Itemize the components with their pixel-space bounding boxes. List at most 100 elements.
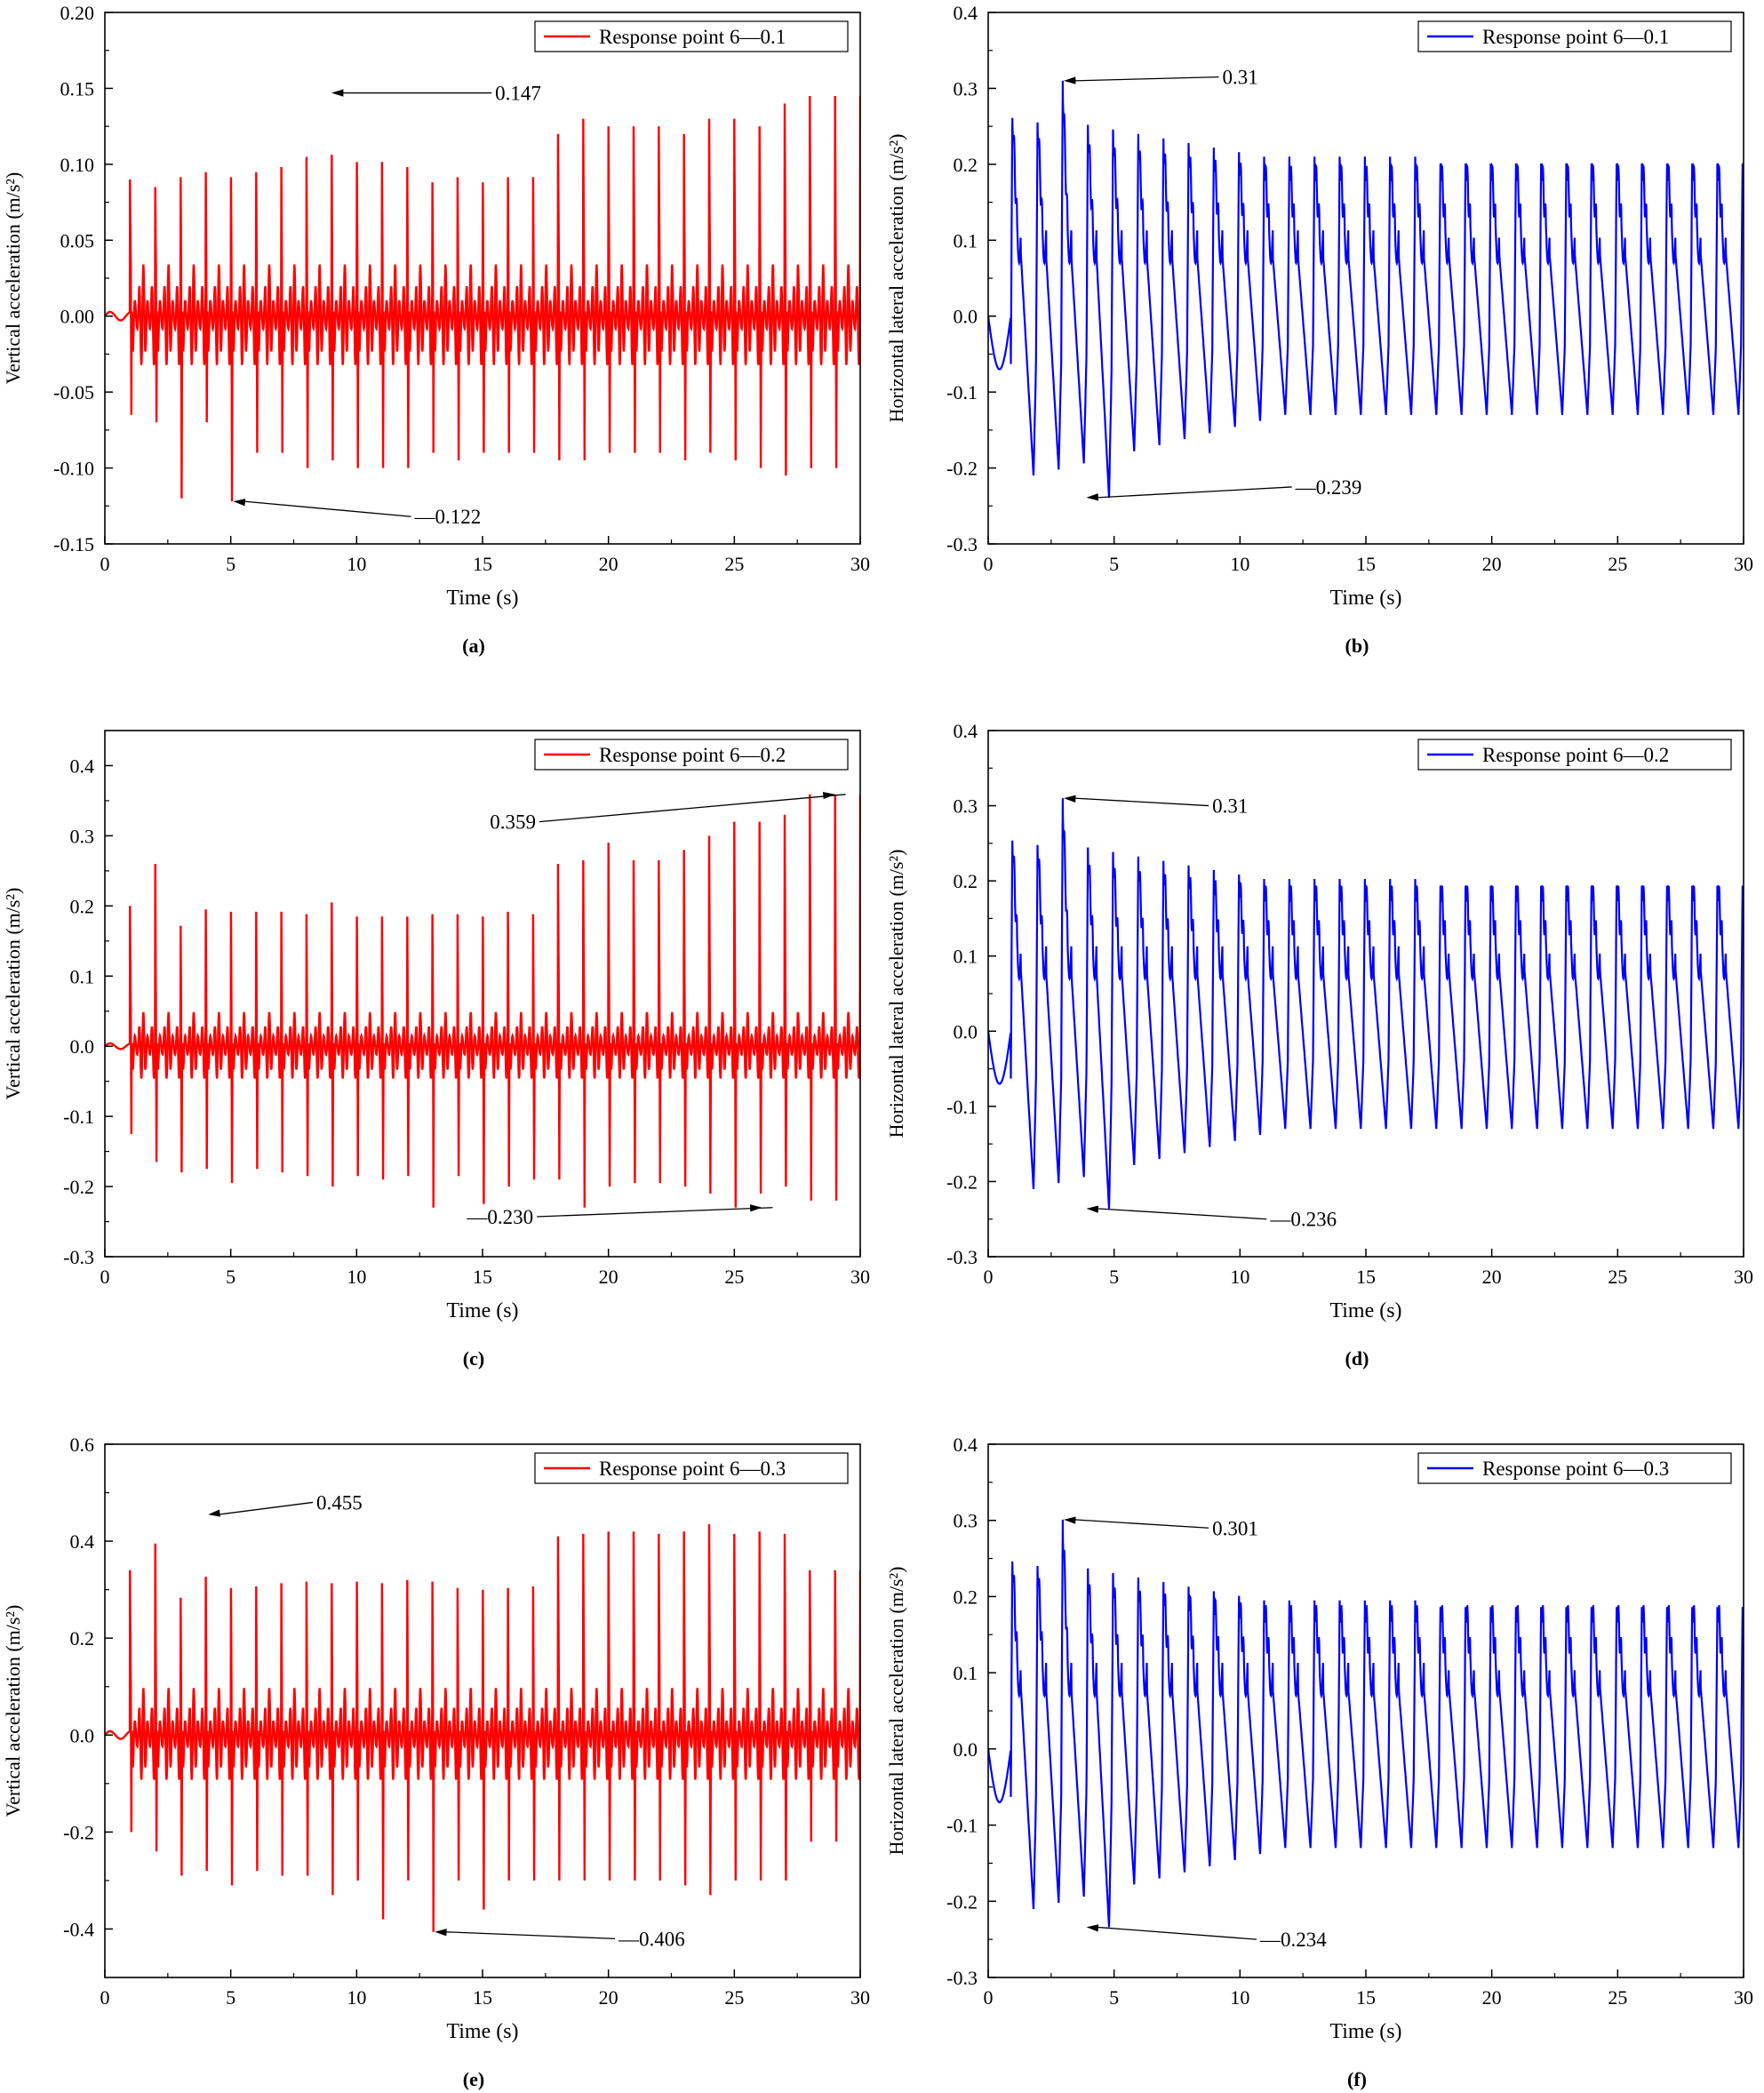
y-tick-label: 0.3 [70, 825, 95, 847]
arrow-head [435, 1929, 447, 1937]
x-tick-label: 30 [1734, 1266, 1753, 1288]
y-tick-label: 0.3 [954, 795, 978, 818]
x-tick-label: 10 [1230, 553, 1249, 575]
y-tick-label: -0.2 [63, 1821, 94, 1843]
arrow-head [1086, 1205, 1099, 1213]
y-tick-label: -0.15 [53, 533, 94, 555]
x-tick-label: 10 [1230, 1266, 1249, 1288]
x-tick-label: 10 [1230, 1986, 1249, 2009]
x-tick-label: 15 [1356, 553, 1376, 575]
x-tick-label: 20 [599, 1266, 619, 1288]
y-tick-label: -0.1 [946, 1815, 978, 1837]
y-axis-label: Vertical acceleration (m/s²) [2, 888, 24, 1100]
y-tick-label: 0.3 [954, 1510, 978, 1532]
annotation-arrow [539, 794, 846, 823]
panel-label: (b) [1345, 635, 1369, 657]
x-tick-label: 20 [1482, 1986, 1502, 2009]
y-tick-label: 0.2 [954, 870, 978, 892]
arrow-head [331, 89, 344, 97]
y-tick-label: -0.05 [53, 381, 94, 403]
x-tick-label: 15 [473, 1986, 492, 2009]
x-axis-label: Time (s) [1329, 1299, 1401, 1322]
annotation-label: 0.31 [1223, 67, 1258, 89]
x-tick-label: 25 [724, 1986, 744, 2009]
x-tick-label: 0 [100, 1986, 110, 2009]
x-tick-label: 5 [1109, 1986, 1119, 2009]
x-tick-label: 0 [100, 1266, 110, 1288]
annotation-label: 0.301 [1212, 1517, 1258, 1539]
x-tick-label: 25 [1608, 1986, 1627, 2009]
panel-label: (d) [1345, 1347, 1369, 1370]
x-axis-label: Time (s) [446, 2020, 518, 2043]
annotation-arrow [537, 1207, 773, 1218]
y-tick-label: -0.2 [946, 1890, 978, 1913]
y-tick-label: 0.15 [60, 77, 95, 100]
arrow-head [1086, 1924, 1099, 1932]
y-tick-label: 0.1 [954, 229, 978, 252]
annotation-arrow [1097, 1208, 1267, 1220]
legend-label: Response point 6—0.3 [599, 1458, 786, 1480]
annotation-label: —0.122 [414, 506, 482, 528]
y-tick-label: -0.10 [53, 458, 94, 480]
annotation-label: 0.455 [316, 1491, 363, 1514]
x-axis-label: Time (s) [1329, 587, 1401, 610]
x-tick-label: 20 [1482, 553, 1502, 575]
annotation-arrow [1074, 797, 1209, 807]
x-tick-label: 20 [599, 553, 619, 575]
y-axis-label: Horizontal lateral acceleration (m/s²) [885, 1567, 907, 1856]
x-tick-label: 30 [850, 1986, 870, 2009]
x-tick-label: 5 [1109, 1266, 1119, 1288]
x-tick-label: 5 [226, 553, 235, 575]
y-tick-label: 0.1 [70, 965, 95, 987]
x-tick-label: 25 [724, 553, 744, 575]
y-tick-label: 0.1 [954, 1662, 978, 1684]
chart-panel-1: 0 5 10 15 20 25 30 -0.15 -0.10 -0.05 0.00 0.05 0.10 0… [2, 2, 870, 657]
x-tick-label: 25 [724, 1266, 744, 1288]
y-tick-label: -0.2 [946, 458, 978, 480]
x-tick-label: 5 [226, 1986, 235, 2009]
y-tick-label: 0.0 [954, 306, 978, 328]
series-line [105, 1523, 860, 1932]
legend-label: Response point 6—0.1 [1482, 26, 1669, 48]
x-tick-label: 10 [347, 1986, 366, 2009]
annotation-label: 0.359 [490, 811, 536, 834]
x-tick-label: 15 [473, 1266, 492, 1288]
panel-label: (e) [463, 2068, 484, 2090]
y-tick-label: 0.6 [70, 1434, 95, 1456]
x-tick-label: 5 [226, 1266, 235, 1288]
chart-panel-5: 0 5 10 15 20 25 30 -0.4 -0.2 0.0 0.2 0.4 0.6 Time (s)… [2, 1434, 870, 2090]
x-tick-label: 0 [984, 1986, 994, 2009]
y-tick-label: 0.0 [70, 1035, 95, 1058]
y-tick-label: 0.20 [60, 2, 95, 24]
arrow-head [1064, 76, 1076, 84]
y-tick-label: 0.4 [70, 1530, 95, 1553]
y-tick-label: -0.2 [63, 1176, 94, 1198]
x-tick-label: 25 [1608, 553, 1627, 575]
y-tick-label: -0.3 [946, 533, 978, 555]
arrow-head [822, 791, 835, 800]
y-axis-label: Vertical acceleration (m/s²) [2, 1605, 24, 1817]
x-tick-label: 30 [1734, 553, 1753, 575]
y-tick-label: -0.1 [63, 1106, 94, 1128]
annotation-arrow [1097, 1926, 1257, 1940]
y-tick-label: 0.10 [60, 154, 95, 176]
y-tick-label: 0.4 [954, 2, 978, 24]
series-line [988, 80, 1744, 498]
panel-label: (f) [1347, 2068, 1367, 2090]
annotation-label: —0.236 [1269, 1209, 1337, 1231]
y-tick-label: -0.1 [946, 381, 978, 403]
arrow-head [233, 499, 246, 507]
annotation-label: —0.239 [1295, 476, 1362, 499]
y-axis-label: Horizontal lateral acceleration (m/s²) [885, 850, 907, 1138]
y-tick-label: 0.4 [954, 1434, 978, 1456]
y-tick-label: 0.3 [954, 77, 978, 100]
annotation-arrow [1074, 1519, 1209, 1529]
chart-panel-4: 0 5 10 15 20 25 30 -0.3 -0.2 -0.1 0.0 0.1 0.2 0.3 0.4 T… [885, 720, 1753, 1370]
chart-panel-6: 0 5 10 15 20 25 30 -0.3 -0.2 -0.1 0.0 0.1 0.2 0.3 0.4 T… [885, 1434, 1753, 2090]
y-tick-label: 0.4 [954, 720, 978, 742]
y-tick-label: 0.00 [60, 306, 95, 328]
y-tick-label: 0.0 [954, 1738, 978, 1761]
x-axis-label: Time (s) [446, 1299, 518, 1322]
y-tick-label: 0.4 [70, 755, 95, 777]
